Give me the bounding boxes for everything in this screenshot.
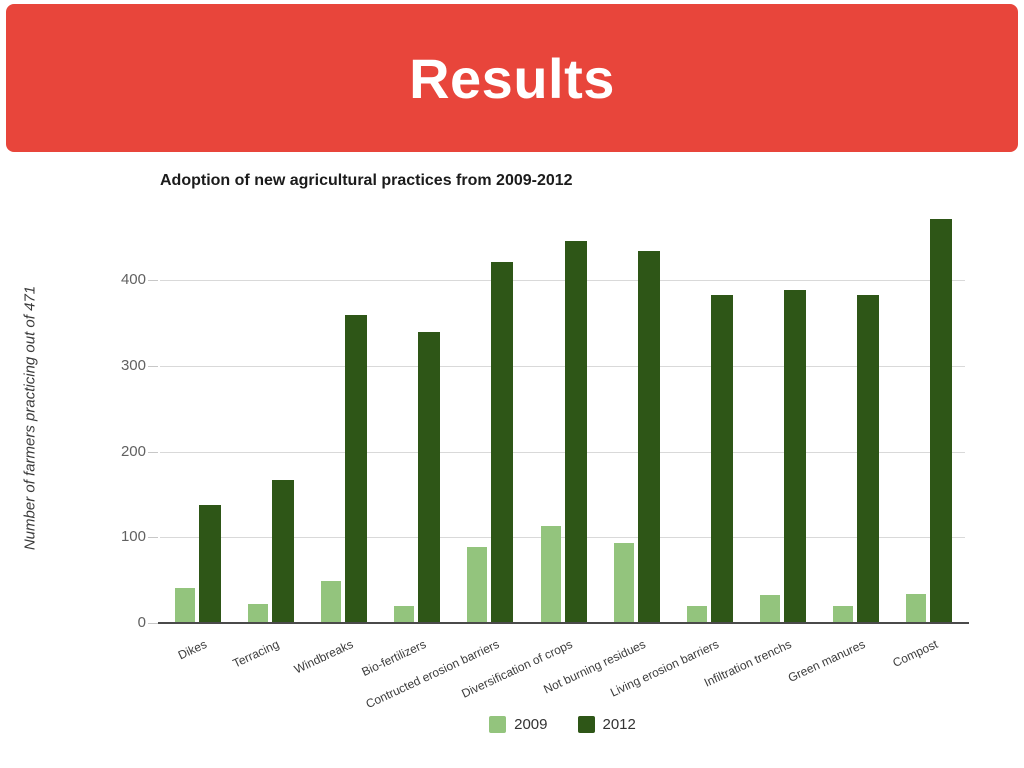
x-axis-line (158, 622, 969, 624)
bar-2009-infiltration-trenchs (760, 595, 781, 622)
bar-2012-bio-fertilizers (418, 331, 441, 622)
bar-2009-living-erosion-barriers (686, 605, 707, 622)
bar-2009-bio-fertilizers (394, 605, 415, 622)
slide-title: Results (409, 46, 615, 110)
bar-2009-dikes (174, 587, 195, 622)
y-tick-label-100: 100 (120, 528, 146, 546)
bar-2012-green-manures (857, 294, 880, 622)
legend-label-2012: 2012 (602, 716, 636, 733)
bar-2009-windbreaks (320, 580, 341, 622)
bar-2009-terracing (247, 604, 268, 622)
x-category-label-green-manures: Green manures (785, 637, 868, 685)
legend-label-2009: 2009 (514, 716, 548, 733)
y-tick-label-0: 0 (137, 614, 146, 631)
y-tick-label-400: 400 (120, 271, 146, 289)
legend-swatch-2009 (489, 716, 507, 733)
y-tickmark-100 (148, 537, 158, 539)
bar-2012-dikes (198, 505, 221, 622)
legend-item-2012: 2012 (577, 716, 636, 733)
gridline-400 (160, 280, 965, 282)
bar-2012-infiltration-trenchs (784, 290, 807, 622)
bar-2009-green-manures (833, 605, 854, 622)
gridline-300 (160, 365, 965, 367)
slide-title-banner: Results (6, 4, 1018, 152)
bar-2009-contructed-erosion-barriers (467, 546, 488, 622)
x-category-label-terracing: Terracing (231, 637, 282, 671)
bar-2012-terracing (271, 479, 294, 622)
chart-title: Adoption of new agricultural practices f… (160, 172, 573, 189)
bar-2012-windbreaks (344, 315, 367, 622)
y-tick-label-200: 200 (120, 442, 146, 460)
x-category-label-contructed-erosion-barriers: Contructed erosion barriers (363, 637, 502, 712)
bar-2009-compost (906, 593, 927, 622)
legend-swatch-2012 (577, 716, 595, 733)
y-tickmark-0 (148, 623, 158, 624)
y-tickmark-400 (148, 280, 158, 282)
bar-2012-diversification-of-crops (564, 240, 587, 622)
legend: 2009 2012 (160, 716, 965, 733)
y-tickmark-300 (148, 365, 158, 367)
y-tickmark-200 (148, 451, 158, 453)
bar-2009-not-burning-residues (613, 543, 634, 622)
bar-2012-not-burning-residues (637, 251, 660, 622)
bar-2012-compost (930, 219, 953, 622)
x-category-label-compost: Compost (890, 637, 941, 670)
legend-item-2009: 2009 (489, 716, 548, 733)
x-category-label-windbreaks: Windbreaks (291, 637, 355, 677)
bar-2009-diversification-of-crops (540, 526, 561, 622)
bar-2012-living-erosion-barriers (710, 294, 733, 622)
y-tick-label-300: 300 (120, 356, 146, 374)
gridline-100 (160, 537, 965, 539)
y-axis-title: Number of farmers practicing out of 471 (21, 285, 39, 551)
gridline-200 (160, 451, 965, 453)
x-category-label-dikes: Dikes (175, 637, 209, 663)
bar-2012-contructed-erosion-barriers (491, 262, 514, 622)
